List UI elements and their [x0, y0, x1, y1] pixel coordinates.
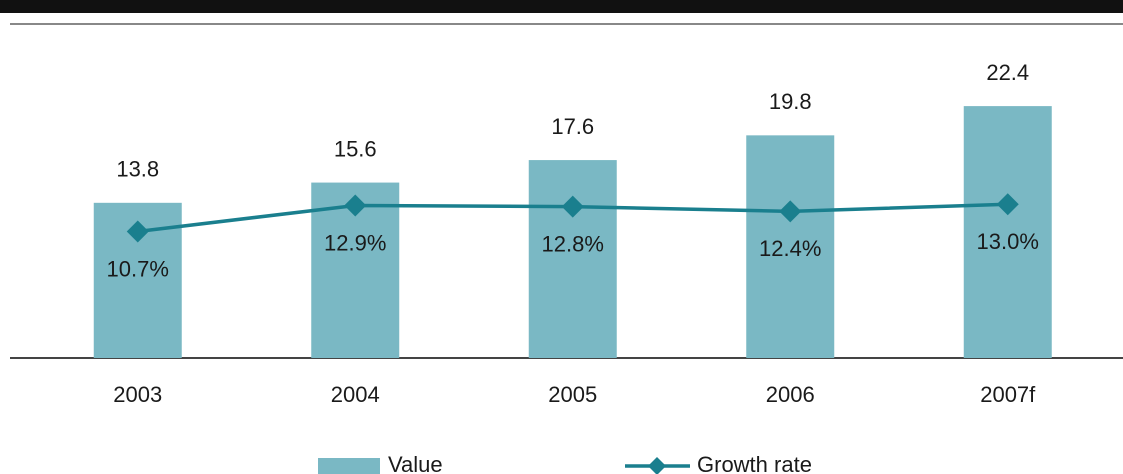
- bar-value-label: 17.6: [551, 114, 594, 139]
- x-tick-label: 2004: [331, 382, 380, 407]
- legend-marker: [648, 457, 666, 474]
- legend-swatch: [318, 458, 380, 474]
- growth-marker: [344, 194, 367, 217]
- growth-value-label: 13.0%: [977, 229, 1039, 254]
- x-tick-label: 2003: [113, 382, 162, 407]
- bar: [963, 106, 1052, 359]
- bar-value-label: 19.8: [769, 89, 812, 114]
- growth-value-label: 12.9%: [324, 230, 386, 255]
- growth-marker: [779, 200, 802, 223]
- bar-value-label: 15.6: [334, 136, 377, 161]
- x-tick-label: 2006: [766, 382, 815, 407]
- x-tick-label: 2005: [548, 382, 597, 407]
- growth-value-label: 12.4%: [759, 236, 821, 261]
- legend-label: Growth rate: [697, 452, 812, 474]
- growth-value-label: 10.7%: [107, 256, 169, 281]
- growth-marker: [126, 220, 149, 243]
- x-tick-label: 2007f: [980, 382, 1036, 407]
- legend-label: Value: [388, 452, 443, 474]
- growth-marker: [561, 195, 584, 218]
- header-bar: [0, 0, 1123, 13]
- bar: [528, 160, 617, 358]
- growth-marker: [996, 193, 1019, 216]
- bar: [746, 135, 835, 358]
- bar-value-label: 22.4: [986, 60, 1029, 85]
- growth-value-label: 12.8%: [542, 231, 604, 256]
- bar-value-label: 13.8: [116, 157, 159, 182]
